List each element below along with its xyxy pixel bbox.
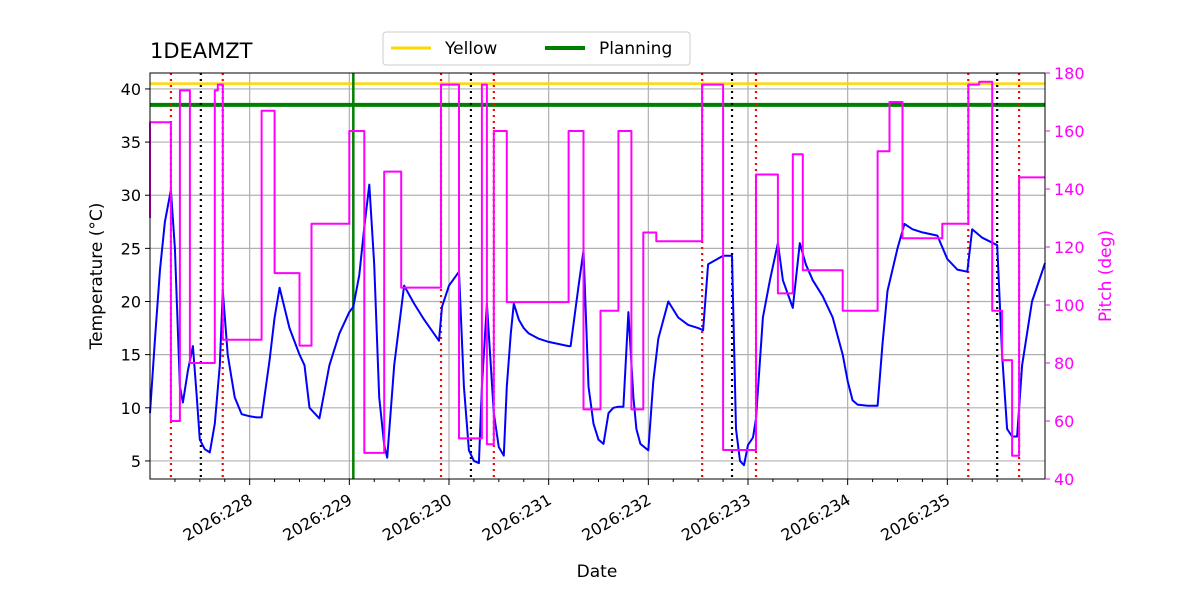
chart-title: 1DEAMZT	[150, 39, 253, 63]
plot-frame	[149, 72, 1046, 480]
y2-tick-label: 60	[1054, 412, 1074, 431]
legend-box	[382, 31, 691, 66]
grid	[150, 73, 1045, 479]
y2-tick-label: 100	[1054, 296, 1085, 315]
y2-tick-label: 120	[1054, 238, 1085, 257]
series	[149, 80, 1046, 467]
legend-label-planning: Planning	[599, 39, 672, 59]
y-tick-label: 10	[121, 399, 141, 418]
y-tick-label: 25	[121, 239, 141, 258]
y2-tick-label: 40	[1054, 470, 1074, 489]
y-tick-label: 5	[131, 452, 141, 471]
y-tick-label: 30	[121, 186, 141, 205]
legend: Yellow Planning	[382, 31, 691, 66]
y-tick-label: 20	[121, 293, 141, 312]
x-axis-label: Date	[577, 562, 618, 582]
y2-tick-label: 80	[1054, 354, 1074, 373]
y-tick-label: 40	[121, 80, 141, 99]
pitch-line	[149, 80, 1045, 457]
temperature-line	[149, 183, 1046, 467]
y-tick-label: 15	[121, 346, 141, 365]
limit-lines	[150, 82, 1045, 107]
y2-tick-label: 160	[1054, 122, 1085, 141]
legend-label-yellow: Yellow	[444, 39, 497, 59]
y-tick-label: 35	[121, 133, 141, 152]
y2-tick-label: 180	[1054, 64, 1085, 83]
y2-axis-label: Pitch (deg)	[1096, 230, 1116, 322]
y2-tick-label: 140	[1054, 180, 1085, 199]
y-axis-label: Temperature (°C)	[87, 203, 107, 351]
